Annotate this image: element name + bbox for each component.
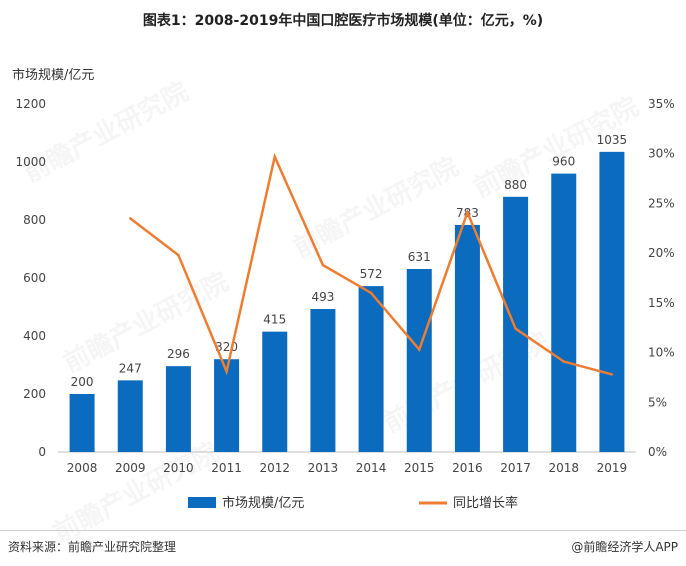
footer-divider (0, 530, 686, 531)
growth-rate-point (129, 217, 132, 220)
x-tick-label: 2019 (597, 461, 628, 475)
y-tick-label: 1000 (15, 155, 46, 169)
x-tick-label: 2016 (452, 461, 483, 475)
bar-value-label: 247 (119, 361, 142, 375)
growth-rate-point (369, 291, 373, 295)
bar-value-label: 1035 (597, 133, 628, 147)
bar (117, 380, 143, 452)
y-tick-label: 1200 (15, 97, 46, 111)
legend-swatch-bar (188, 497, 216, 508)
bar (165, 366, 191, 452)
bar (310, 309, 336, 452)
growth-rate-point (321, 263, 325, 267)
bar (69, 394, 95, 452)
bar (406, 269, 432, 452)
bar (503, 196, 529, 452)
legend-label-line: 同比增长率 (453, 495, 518, 511)
source-note: 资料来源：前瞻产业研究院整理 (8, 540, 177, 554)
growth-rate-point (562, 360, 565, 363)
bar-value-label: 631 (408, 250, 431, 264)
x-tick-label: 2008 (67, 461, 98, 475)
growth-rate-point (610, 373, 614, 376)
y2-tick-label: 25% (648, 196, 675, 210)
brand-credit: @前瞻经济学人APP (571, 540, 678, 554)
x-tick-label: 2014 (356, 461, 387, 475)
y2-tick-label: 15% (648, 296, 675, 310)
y2-tick-label: 10% (648, 346, 675, 360)
bar-value-label: 296 (167, 347, 190, 361)
bar (551, 173, 577, 452)
y2-tick-label: 30% (648, 147, 675, 161)
y-tick-label: 800 (23, 213, 46, 227)
y-axis-unit-label: 市场规模/亿元 (12, 68, 95, 83)
y-tick-label: 400 (23, 329, 46, 343)
y-tick-label: 600 (23, 271, 46, 285)
growth-rate-point (225, 370, 228, 373)
y2-tick-label: 20% (648, 246, 675, 260)
chart-title: 图表1：2008-2019年中国口腔医疗市场规模(单位：亿元，%) (142, 13, 544, 29)
growth-rate-point (273, 155, 276, 158)
x-tick-label: 2017 (500, 461, 531, 475)
growth-rate-point (514, 327, 517, 330)
bar (358, 286, 384, 452)
growth-rate-point (466, 211, 469, 214)
bar-value-label: 415 (263, 313, 286, 327)
x-tick-label: 2015 (404, 461, 435, 475)
growth-rate-point (177, 253, 180, 257)
x-tick-label: 2013 (308, 461, 339, 475)
watermark-text: 前瞻产业研究院 (48, 436, 223, 549)
bar-value-label: 493 (311, 290, 334, 304)
legend-label-bar: 市场规模/亿元 (222, 495, 304, 511)
watermark-text: 前瞻产业研究院 (18, 76, 193, 189)
growth-rate-point (418, 348, 421, 351)
bar-value-label: 572 (360, 267, 383, 281)
y-tick-label: 0 (38, 445, 46, 459)
x-tick-label: 2010 (163, 461, 194, 475)
bar (599, 151, 625, 452)
x-tick-label: 2018 (548, 461, 579, 475)
bar-value-label: 960 (552, 155, 575, 169)
y2-tick-label: 35% (648, 97, 675, 111)
bar-value-label: 880 (504, 178, 527, 192)
bar (454, 224, 480, 452)
bar-value-label: 200 (71, 375, 94, 389)
x-tick-label: 2011 (211, 461, 242, 475)
y2-tick-label: 0% (648, 445, 667, 459)
x-tick-label: 2009 (115, 461, 146, 475)
y2-tick-label: 5% (648, 395, 667, 409)
bar (262, 331, 288, 452)
x-tick-label: 2012 (259, 461, 290, 475)
y-tick-label: 200 (23, 387, 46, 401)
